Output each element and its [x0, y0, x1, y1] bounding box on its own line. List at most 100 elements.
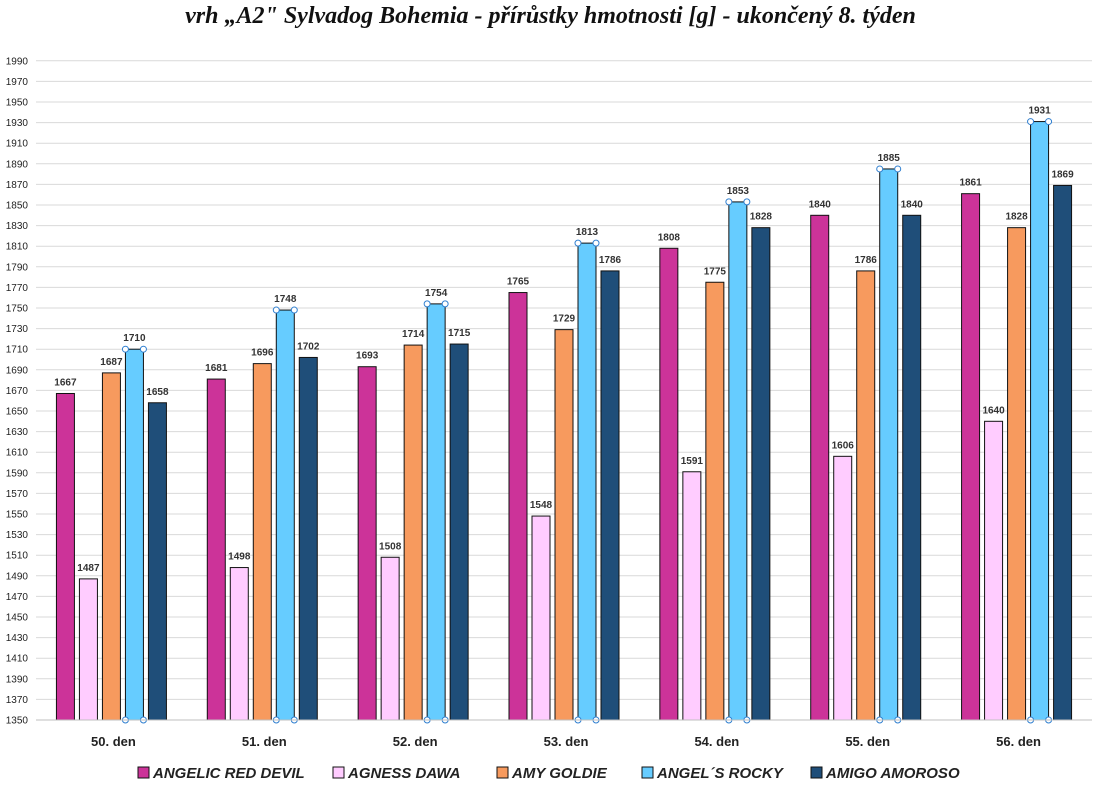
y-tick-label: 1810 — [6, 242, 29, 253]
bar — [55, 392, 75, 721]
y-tick-label: 1710 — [6, 345, 29, 356]
bar — [531, 515, 551, 721]
y-tick-label: 1690 — [6, 365, 29, 376]
selection-handle — [876, 165, 884, 173]
bar — [577, 242, 597, 721]
legend: ANGELIC RED DEVIL AGNESS DAWA AMY GOLDIE AN… — [137, 765, 960, 782]
data-label: 1606 — [832, 440, 855, 451]
selection-handle — [574, 239, 582, 247]
legend-swatch — [641, 766, 654, 779]
y-tick-label: 1890 — [6, 159, 29, 170]
data-label: 1696 — [251, 348, 274, 359]
data-label: 1748 — [274, 294, 297, 305]
legend-item: ANGEL´S ROCKY — [641, 765, 785, 782]
bar — [961, 193, 981, 721]
data-label: 1869 — [1051, 169, 1074, 180]
chart-title: vrh „A2" Sylvadog Bohemia - přírůstky hm… — [185, 3, 916, 29]
y-tick-label: 1430 — [6, 633, 29, 644]
bar — [1030, 121, 1050, 721]
data-label: 1786 — [855, 255, 878, 266]
y-tick-label: 1830 — [6, 221, 29, 232]
y-tick-label: 1510 — [6, 551, 29, 562]
y-tick-label: 1670 — [6, 386, 29, 397]
data-label: 1693 — [356, 351, 379, 362]
data-label: 1808 — [658, 232, 681, 243]
y-tick-label: 1490 — [6, 571, 29, 582]
bar — [426, 303, 446, 721]
y-tick-label: 1930 — [6, 118, 29, 129]
y-tick-label: 1630 — [6, 427, 29, 438]
data-label: 1754 — [425, 288, 448, 299]
y-tick-label: 1990 — [6, 56, 29, 67]
bar — [101, 372, 121, 721]
selection-handle — [121, 345, 129, 353]
bar — [229, 567, 249, 721]
bar — [600, 270, 620, 721]
data-label: 1840 — [901, 199, 924, 210]
category-label: 55. den — [845, 734, 890, 749]
data-label: 1765 — [507, 277, 530, 288]
legend-item: AMY GOLDIE — [496, 765, 608, 782]
y-tick-label: 1730 — [6, 324, 29, 335]
bar — [659, 247, 679, 721]
bar — [147, 402, 167, 721]
bar — [856, 270, 876, 721]
legend-swatch — [137, 766, 150, 779]
data-label: 1840 — [809, 199, 832, 210]
bar — [298, 356, 318, 721]
bar — [206, 378, 226, 721]
y-tick-label: 1530 — [6, 530, 29, 541]
data-label: 1487 — [77, 563, 100, 574]
data-label: 1667 — [54, 377, 77, 388]
data-label: 1861 — [959, 178, 982, 189]
bar — [449, 343, 469, 721]
legend-item: AGNESS DAWA — [332, 765, 461, 782]
category-label: 54. den — [694, 734, 739, 749]
data-label: 1853 — [727, 186, 750, 197]
data-label: 1681 — [205, 363, 228, 374]
category-label: 50. den — [91, 734, 136, 749]
y-tick-label: 1970 — [6, 77, 29, 88]
y-tick-label: 1870 — [6, 180, 29, 191]
data-label: 1786 — [599, 255, 622, 266]
y-tick-label: 1370 — [6, 695, 29, 706]
data-label: 1548 — [530, 500, 553, 511]
y-tick-label: 1650 — [6, 407, 29, 418]
selection-handle — [441, 300, 449, 308]
data-label: 1931 — [1028, 106, 1051, 117]
bar — [833, 455, 853, 721]
data-label: 1591 — [681, 456, 704, 467]
y-tick-label: 1350 — [6, 716, 29, 727]
legend-label: ANGEL´S ROCKY — [656, 765, 785, 782]
data-label: 1729 — [553, 314, 576, 325]
selection-handle — [725, 198, 733, 206]
bars — [55, 121, 1073, 721]
data-label: 1828 — [1005, 212, 1028, 223]
category-label: 56. den — [996, 734, 1041, 749]
legend-label: AGNESS DAWA — [347, 765, 461, 782]
category-label: 51. den — [242, 734, 287, 749]
data-label: 1813 — [576, 227, 599, 238]
y-tick-label: 1390 — [6, 674, 29, 685]
y-tick-label: 1790 — [6, 262, 29, 273]
bar — [705, 281, 725, 721]
y-tick-label: 1850 — [6, 201, 29, 212]
data-labels: 1667 1487 1687 1710 1658 1681 1498 1696 1748 1702… — [54, 106, 1074, 574]
bar — [902, 214, 922, 721]
y-tick-label: 1750 — [6, 304, 29, 315]
y-tick-label: 1410 — [6, 654, 29, 665]
data-label: 1498 — [228, 552, 251, 563]
legend-label: AMIGO AMOROSO — [825, 765, 960, 782]
bar — [554, 329, 574, 721]
data-label: 1828 — [750, 212, 773, 223]
bar — [1053, 184, 1073, 721]
legend-label: AMY GOLDIE — [511, 765, 608, 782]
bar — [124, 348, 144, 721]
bar — [357, 366, 377, 721]
category-label: 53. den — [544, 734, 589, 749]
y-tick-label: 1550 — [6, 510, 29, 521]
y-tick-label: 1910 — [6, 139, 29, 150]
legend-item: ANGELIC RED DEVIL — [137, 765, 305, 782]
y-tick-label: 1570 — [6, 489, 29, 500]
